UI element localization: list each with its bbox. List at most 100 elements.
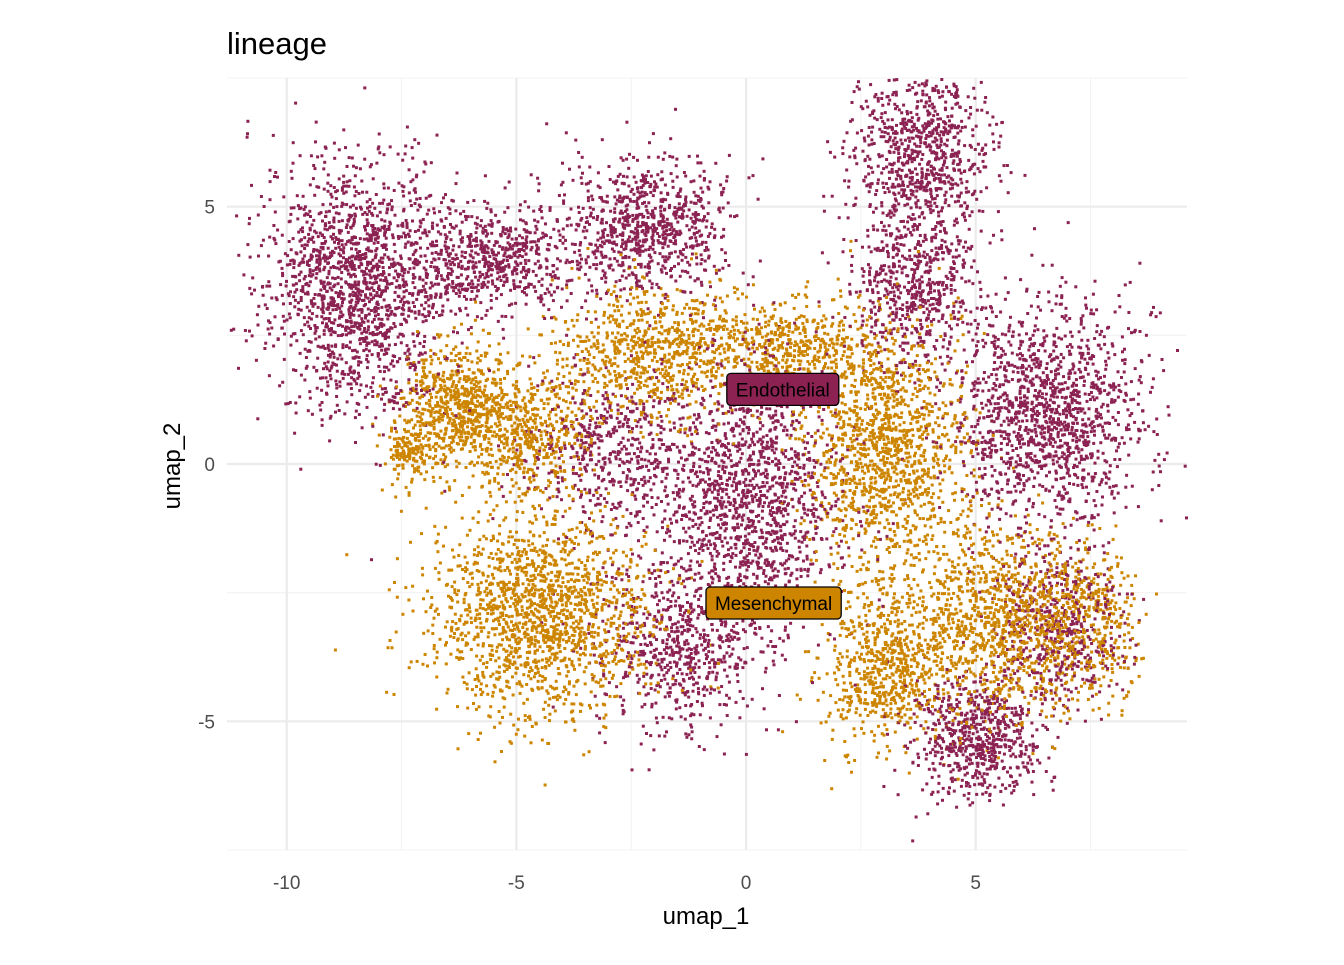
mesenchymal-point (585, 348, 588, 351)
mesenchymal-point (554, 386, 557, 389)
endothelial-point (936, 802, 939, 805)
endothelial-point (681, 618, 684, 621)
endothelial-point (443, 490, 446, 493)
mesenchymal-point (519, 467, 522, 470)
endothelial-point (1116, 662, 1119, 665)
endothelial-point (515, 272, 518, 275)
mesenchymal-point (530, 741, 533, 744)
mesenchymal-point (919, 589, 922, 592)
mesenchymal-point (1121, 709, 1124, 712)
endothelial-point (1041, 648, 1044, 651)
endothelial-point (424, 291, 427, 294)
mesenchymal-point (507, 540, 510, 543)
endothelial-point (640, 263, 643, 266)
mesenchymal-point (953, 499, 956, 502)
endothelial-point (979, 676, 982, 679)
endothelial-point (680, 715, 683, 718)
mesenchymal-point (577, 380, 580, 383)
endothelial-point (925, 93, 928, 96)
endothelial-point (391, 258, 394, 261)
endothelial-point (1126, 408, 1129, 411)
endothelial-point (911, 293, 914, 296)
endothelial-point (490, 299, 493, 302)
endothelial-point (901, 303, 904, 306)
mesenchymal-point (570, 267, 573, 270)
mesenchymal-point (422, 370, 425, 373)
endothelial-point (667, 669, 670, 672)
mesenchymal-point (514, 672, 517, 675)
endothelial-point (890, 232, 893, 235)
mesenchymal-point (761, 358, 764, 361)
mesenchymal-point (982, 667, 985, 670)
endothelial-point (1060, 679, 1063, 682)
endothelial-point (939, 762, 942, 765)
endothelial-point (692, 713, 695, 716)
endothelial-point (901, 271, 904, 274)
endothelial-point (655, 283, 658, 286)
mesenchymal-point (602, 343, 605, 346)
mesenchymal-point (845, 689, 848, 692)
endothelial-point (648, 577, 651, 580)
mesenchymal-point (840, 358, 843, 361)
mesenchymal-point (694, 312, 697, 315)
endothelial-point (784, 658, 787, 661)
endothelial-point (512, 279, 515, 282)
endothelial-point (942, 345, 945, 348)
endothelial-point (552, 299, 555, 302)
mesenchymal-point (557, 624, 560, 627)
mesenchymal-point (620, 314, 623, 317)
endothelial-point (602, 566, 605, 569)
mesenchymal-point (536, 389, 539, 392)
endothelial-point (715, 272, 718, 275)
mesenchymal-point (1101, 592, 1104, 595)
mesenchymal-point (725, 320, 728, 323)
endothelial-point (630, 657, 633, 660)
mesenchymal-point (818, 677, 821, 680)
mesenchymal-point (1111, 663, 1114, 666)
endothelial-point (895, 124, 898, 127)
mesenchymal-point (539, 416, 542, 419)
endothelial-point (918, 163, 921, 166)
endothelial-point (973, 710, 976, 713)
mesenchymal-point (737, 329, 740, 332)
mesenchymal-point (489, 461, 492, 464)
mesenchymal-point (901, 503, 904, 506)
endothelial-point (916, 155, 919, 158)
mesenchymal-point (932, 609, 935, 612)
endothelial-point (408, 353, 411, 356)
endothelial-point (1121, 655, 1124, 658)
mesenchymal-point (884, 627, 887, 630)
mesenchymal-point (597, 342, 600, 345)
endothelial-point (674, 679, 677, 682)
endothelial-point (677, 262, 680, 265)
endothelial-point (913, 268, 916, 271)
endothelial-point (597, 446, 600, 449)
mesenchymal-point (868, 499, 871, 502)
endothelial-point (638, 442, 641, 445)
mesenchymal-point (1004, 683, 1007, 686)
mesenchymal-point (1112, 612, 1115, 615)
endothelial-point (455, 182, 458, 185)
endothelial-point (1033, 477, 1036, 480)
mesenchymal-point (1062, 522, 1065, 525)
mesenchymal-point (1075, 635, 1078, 638)
mesenchymal-point (514, 387, 517, 390)
endothelial-point (691, 676, 694, 679)
endothelial-point (665, 651, 668, 654)
mesenchymal-point (498, 420, 501, 423)
endothelial-point (737, 442, 740, 445)
mesenchymal-point (596, 381, 599, 384)
endothelial-point (965, 250, 968, 253)
endothelial-point (1056, 396, 1059, 399)
endothelial-point (663, 539, 666, 542)
endothelial-point (701, 191, 704, 194)
endothelial-point (689, 291, 692, 294)
mesenchymal-point (688, 337, 691, 340)
mesenchymal-point (643, 663, 646, 666)
endothelial-point (1041, 724, 1044, 727)
endothelial-point (725, 437, 728, 440)
endothelial-point (594, 422, 597, 425)
mesenchymal-point (796, 509, 799, 512)
mesenchymal-point (809, 347, 812, 350)
mesenchymal-point (402, 467, 405, 470)
